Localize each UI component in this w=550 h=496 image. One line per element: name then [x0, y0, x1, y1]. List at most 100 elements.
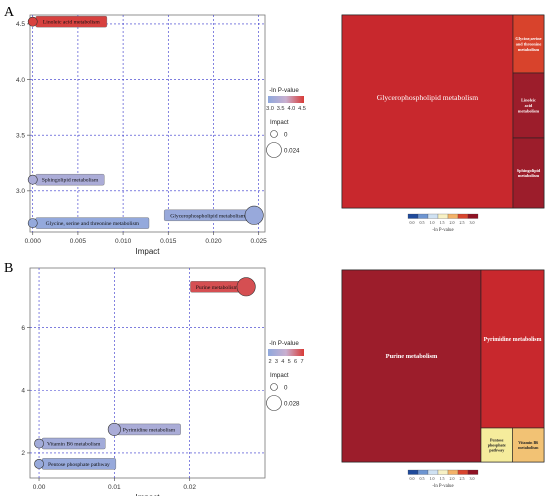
- color-legend-title: -ln P-value: [269, 340, 299, 347]
- treemap-tile: [480, 427, 513, 463]
- color-legend-tick: 2: [268, 359, 271, 365]
- treemap-tile: [512, 72, 545, 139]
- color-legend-bar: [268, 96, 304, 103]
- treemap-legend-swatch: [427, 469, 439, 475]
- treemap-tile-label: Pentose phosphate pathway: [488, 437, 506, 452]
- data-point: [107, 422, 121, 436]
- treemap-legend-swatch: [437, 213, 449, 219]
- treemap-tile: [480, 269, 545, 429]
- treemap-legend-tick: 0.5: [420, 476, 425, 481]
- treemap-legend-swatch: [427, 213, 439, 219]
- size-legend-label: 0: [284, 385, 288, 392]
- size-legend-large: [266, 395, 282, 411]
- treemap-legend-tick: 0.0: [410, 220, 415, 225]
- treemap-tile-label: Vitamin B6 metabolism: [518, 440, 539, 450]
- treemap-legend-swatch: [407, 213, 419, 219]
- x-tick-label: 0.005: [70, 238, 87, 245]
- data-point: [27, 218, 38, 228]
- color-legend-tick: 6: [294, 359, 297, 365]
- treemap-tile: [341, 269, 482, 463]
- bubble-chart-b: 0.00 0.01 0.02 2 4 6 Impact Purine metabolism Py…: [21, 267, 304, 496]
- treemap-legend-swatch: [467, 213, 479, 219]
- size-legend-small: [270, 383, 278, 391]
- color-legend-tick: 7: [300, 359, 303, 365]
- x-tick-label: 0.000: [25, 238, 42, 245]
- point-label: Pyrimidine metabolism: [123, 427, 176, 433]
- color-legend-tick: 5: [288, 359, 291, 365]
- treemap-legend-tick: 0.0: [410, 476, 415, 481]
- treemap-tile-label: Linoleic acid metabolism: [518, 98, 540, 114]
- treemap-legend-swatch: [447, 213, 459, 219]
- x-tick-label: 0.01: [108, 484, 121, 491]
- x-tick-label: 0.010: [115, 238, 132, 245]
- color-legend-tick: 3.0: [266, 106, 274, 112]
- treemap-legend-swatch: [467, 469, 479, 475]
- point-label: Purine metabolism: [196, 285, 239, 291]
- treemap-legend-tick: 2.0: [450, 476, 455, 481]
- point-label: Sphingolipid metabolism: [42, 178, 99, 184]
- color-legend-tick: 3.5: [277, 106, 285, 112]
- panel-b-letter: B: [4, 261, 13, 276]
- size-legend-title: Impact: [270, 372, 289, 379]
- data-point: [34, 458, 44, 469]
- plot-frame: [29, 14, 266, 233]
- treemap-legend-swatch: [417, 469, 429, 475]
- treemap-legend-swatch: [417, 213, 429, 219]
- treemap-tile-label: Purine metabolism: [386, 353, 438, 360]
- treemap-chart-b: Purine metabolism Pyrimidine metabolism Pe…: [341, 269, 545, 489]
- data-point: [34, 438, 44, 449]
- point-label: Pentose phosphate pathway: [48, 462, 110, 468]
- point-label: Linoleic acid metabolism: [43, 20, 101, 26]
- color-legend-title: -ln P-value: [269, 87, 299, 94]
- treemap-tile: [512, 137, 545, 209]
- bubble-chart-a: 0.000 0.005 0.010 0.015 0.020 0.0253.03.54.04…: [16, 14, 306, 256]
- treemap-chart-a: Glycerophospholipid metabolism Glycine,se…: [341, 14, 545, 233]
- x-tick-label: 0.02: [183, 484, 196, 491]
- x-axis-label: Impact: [135, 247, 160, 256]
- treemap-legend-tick: 0.5: [420, 220, 425, 225]
- x-tick-label: 0.020: [205, 238, 222, 245]
- size-legend-label: 0: [284, 132, 288, 139]
- x-axis-label: Impact: [135, 493, 160, 496]
- treemap-legend-tick: 2.0: [450, 220, 455, 225]
- treemap-tile-label: Pyrimidine metabolism: [484, 337, 542, 343]
- treemap-legend-tick: 1.5: [440, 476, 445, 481]
- data-point: [236, 277, 256, 297]
- treemap-legend-title: -ln P-value: [432, 228, 453, 233]
- treemap-legend-swatch: [447, 469, 459, 475]
- data-point: [27, 16, 38, 27]
- size-legend-label: 0.024: [284, 148, 300, 155]
- treemap-legend-tick: 1.0: [430, 476, 435, 481]
- treemap-tile-label: Sphingolipid metabolism: [517, 168, 541, 178]
- point-label: Glycerophospholipid metabolism: [170, 213, 245, 219]
- treemap-tile-label: Glycine,serine and threonine metabolism: [515, 36, 541, 52]
- treemap-legend-swatch: [457, 213, 469, 219]
- treemap-tile: [512, 427, 545, 463]
- treemap-legend-tick: 3.0: [470, 220, 475, 225]
- y-tick-label: 6: [21, 325, 25, 332]
- treemap-tile: [341, 14, 514, 209]
- treemap-legend-swatch: [437, 469, 449, 475]
- treemap-legend-tick: 2.5: [460, 476, 465, 481]
- treemap-legend-tick: 1.5: [440, 220, 445, 225]
- treemap-legend-title: -ln P-value: [432, 484, 453, 489]
- treemap-legend-swatch: [407, 469, 419, 475]
- y-tick-label: 4.5: [16, 21, 25, 28]
- data-point: [27, 174, 38, 185]
- x-tick-label: 0.015: [160, 238, 177, 245]
- color-legend-tick: 3: [275, 359, 278, 365]
- size-legend-small: [270, 130, 278, 138]
- y-tick-label: 2: [21, 450, 25, 457]
- treemap-legend-swatch: [457, 469, 469, 475]
- treemap-legend-tick: 1.0: [430, 220, 435, 225]
- data-point: [244, 205, 264, 225]
- color-legend-tick: 4.5: [298, 106, 306, 112]
- point-label: Glycine, serine and threonine metabolism: [46, 221, 140, 227]
- y-tick-label: 3.0: [16, 188, 25, 195]
- y-tick-label: 4.0: [16, 77, 25, 84]
- x-tick-label: 0.025: [251, 238, 268, 245]
- size-legend-large: [266, 142, 282, 158]
- y-tick-label: 4: [21, 388, 25, 395]
- color-legend-tick: 4.0: [287, 106, 295, 112]
